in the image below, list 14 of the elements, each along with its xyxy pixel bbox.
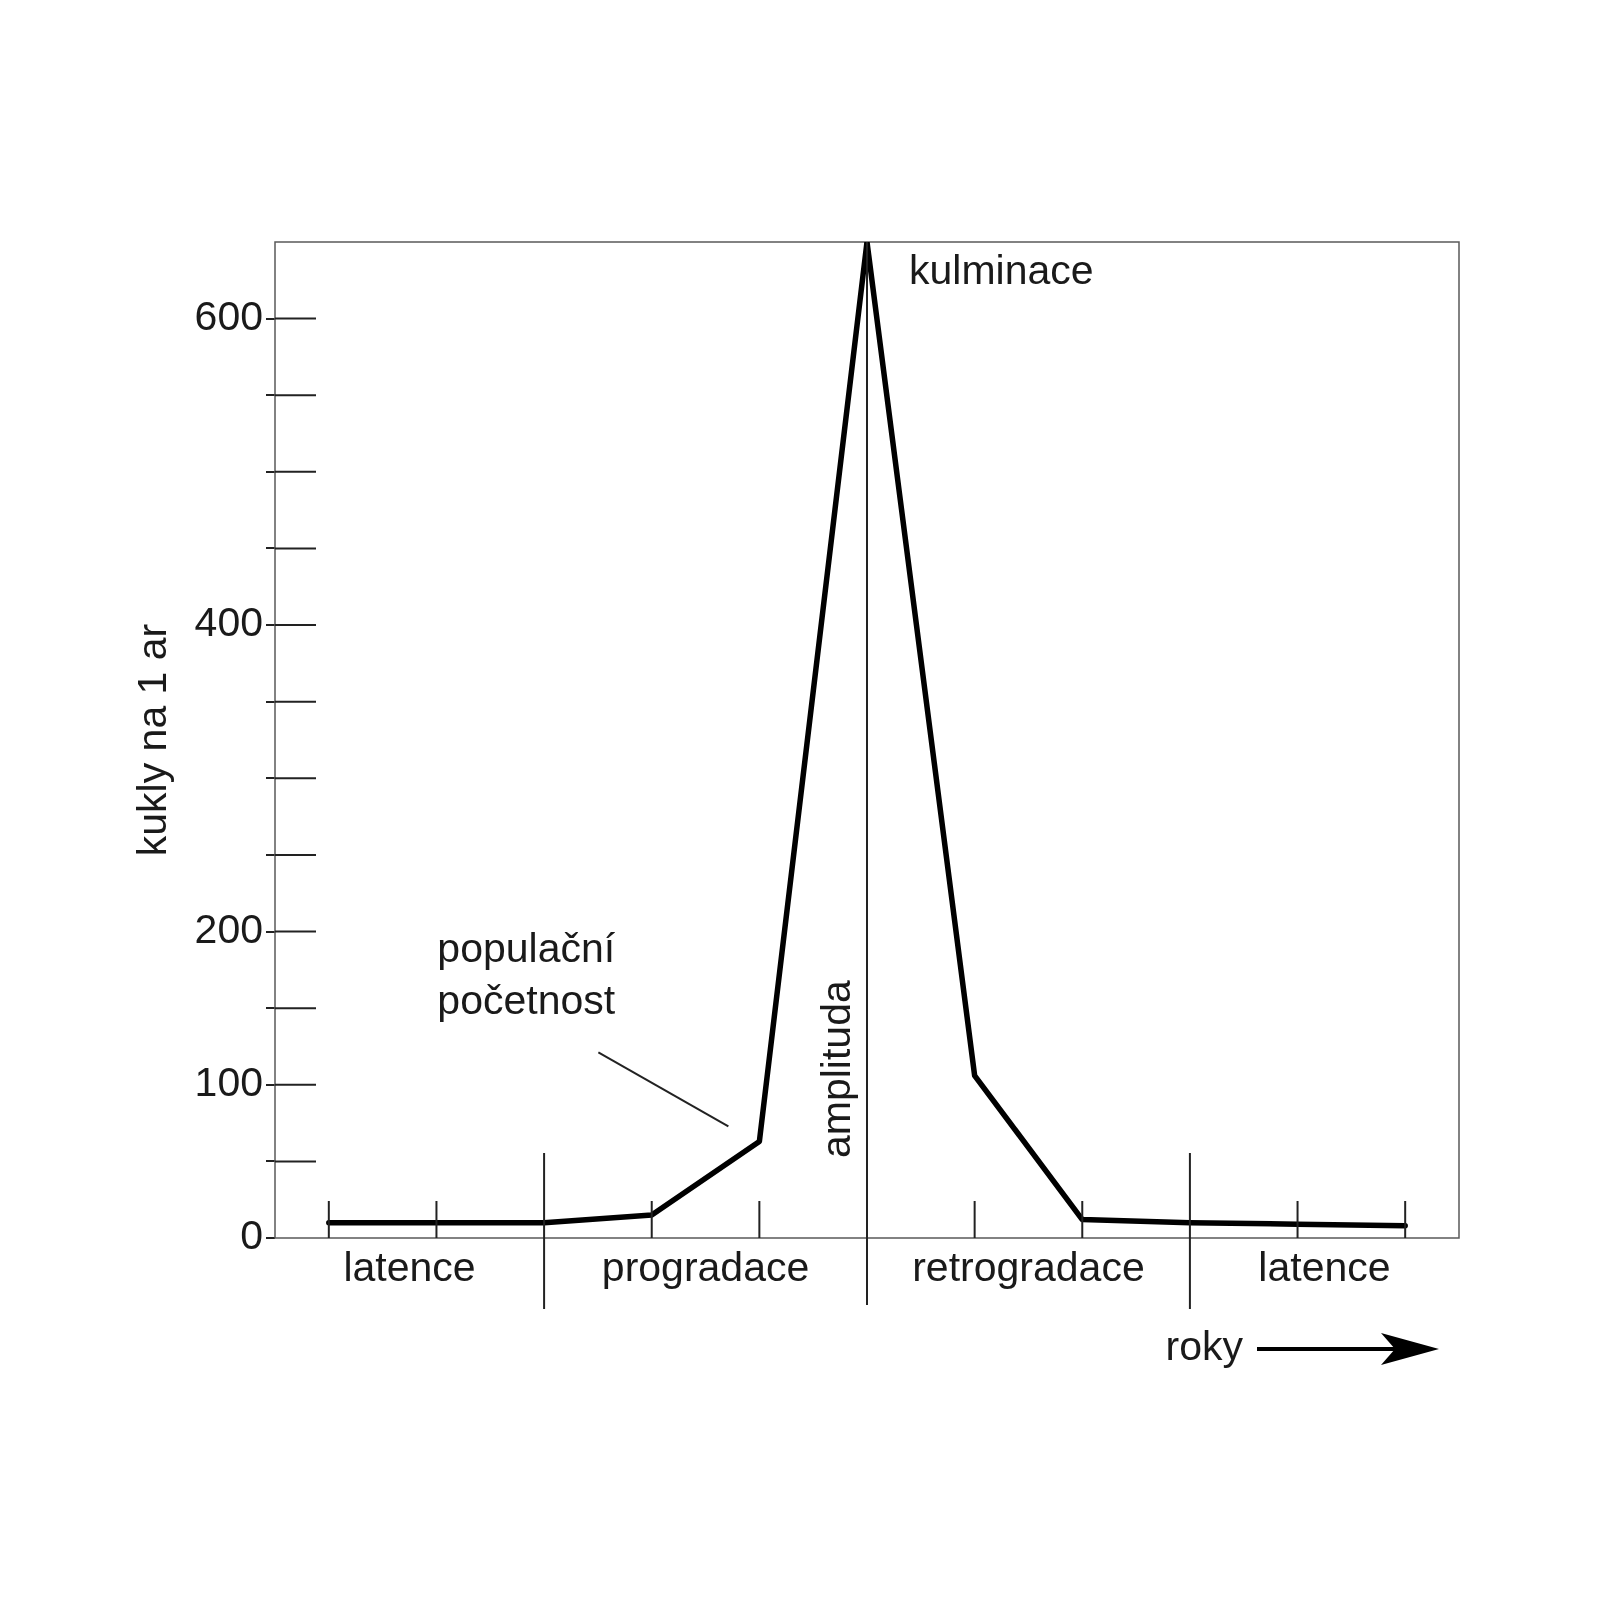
x-axis-title: roky <box>1165 1323 1244 1370</box>
text: latence <box>343 1244 476 1291</box>
y-axis-title: kukly na 1 ar <box>128 623 175 857</box>
y-tick-label: 400 <box>194 599 263 646</box>
text: populační početnost <box>437 925 616 1024</box>
annotation: kulminace <box>909 247 1094 294</box>
y-tick-label: 200 <box>194 905 263 952</box>
annotation: amplituda <box>812 980 859 1158</box>
y-tick-label: 100 <box>194 1059 263 1106</box>
text: progradace <box>601 1244 810 1291</box>
text: latence <box>1258 1244 1391 1291</box>
text: retrogradace <box>912 1244 1145 1291</box>
y-tick-label: 600 <box>194 292 263 339</box>
y-tick-label: 0 <box>240 1212 263 1259</box>
